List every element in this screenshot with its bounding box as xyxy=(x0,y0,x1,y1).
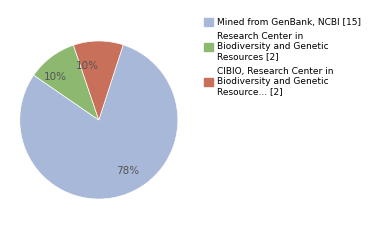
Legend: Mined from GenBank, NCBI [15], Research Center in
Biodiversity and Genetic
Resou: Mined from GenBank, NCBI [15], Research … xyxy=(202,16,363,98)
Text: 10%: 10% xyxy=(76,61,98,71)
Wedge shape xyxy=(34,45,99,120)
Wedge shape xyxy=(73,41,123,120)
Wedge shape xyxy=(20,45,178,199)
Text: 10%: 10% xyxy=(43,72,66,82)
Text: 78%: 78% xyxy=(116,166,139,176)
